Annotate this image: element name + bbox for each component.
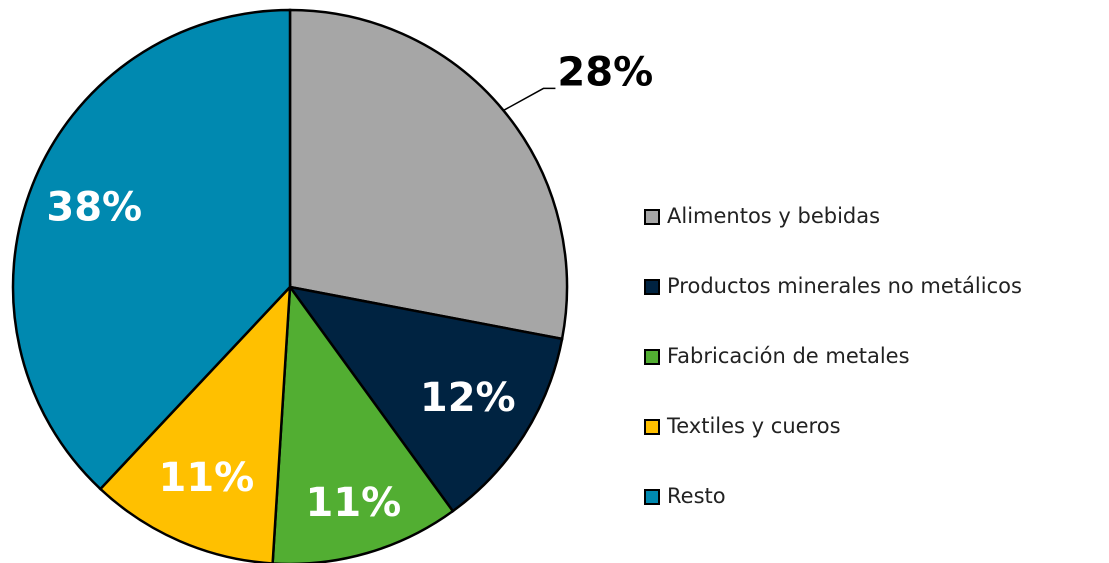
- data-label: 28%: [557, 49, 653, 95]
- leader-line: [503, 87, 556, 112]
- pie-slice: [271, 283, 455, 563]
- legend-swatch: [644, 279, 660, 295]
- legend-label: Fabricación de metales: [667, 344, 910, 368]
- data-label: 11%: [305, 480, 401, 526]
- data-label: 11%: [159, 455, 255, 501]
- pie-slice: [11, 8, 292, 491]
- legend-swatch: [644, 419, 660, 435]
- pie-slice: [98, 283, 292, 563]
- legend-label: Textiles y cueros: [666, 414, 841, 438]
- legend-swatch: [644, 209, 660, 225]
- pie-slice: [287, 285, 564, 513]
- legend-swatch: [644, 349, 660, 365]
- data-label: 38%: [46, 185, 142, 231]
- data-label: 12%: [420, 375, 516, 421]
- legend-swatch: [644, 489, 660, 505]
- legend-label: Productos minerales no metálicos: [667, 274, 1022, 298]
- legend-label: Resto: [667, 484, 726, 508]
- legend-label: Alimentos y bebidas: [667, 204, 880, 228]
- pie-slice: [288, 8, 569, 341]
